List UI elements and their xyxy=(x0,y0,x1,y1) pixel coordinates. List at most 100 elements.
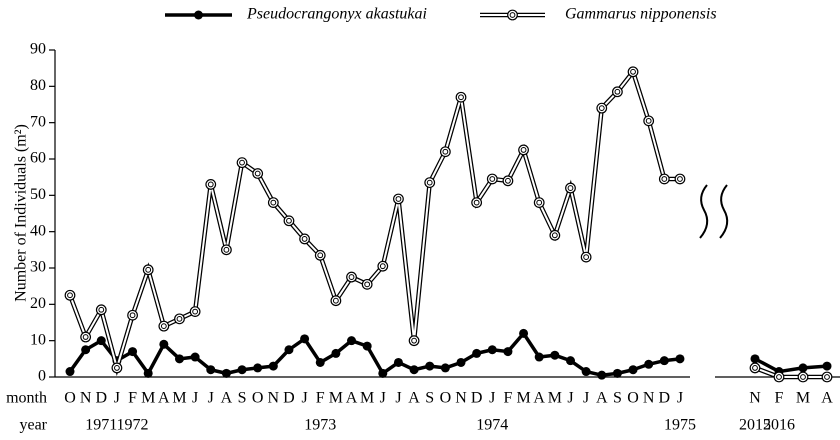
marker xyxy=(190,352,200,362)
x-tick-label: J xyxy=(208,390,214,407)
marker xyxy=(581,367,591,377)
marker xyxy=(96,336,106,346)
marker xyxy=(822,361,832,371)
marker xyxy=(503,347,513,357)
legend-marker xyxy=(194,10,203,20)
x-tick-label: M xyxy=(141,390,155,407)
marker-inner xyxy=(824,374,830,380)
month-row-label: month xyxy=(6,390,47,407)
year-label: 2015 xyxy=(739,417,771,434)
x-tick-label: J xyxy=(677,390,683,407)
x-tick-label: D xyxy=(283,390,295,407)
marker-inner xyxy=(379,263,386,270)
marker-inner xyxy=(348,274,355,280)
axis-break xyxy=(699,184,729,239)
marker xyxy=(597,370,607,380)
x-tick-label: M xyxy=(172,390,186,407)
x-tick-label: M xyxy=(360,390,374,407)
x-tick-label: N xyxy=(643,390,655,407)
y-tick-label: 30 xyxy=(30,259,46,276)
year-label: 1973 xyxy=(304,417,336,434)
series-line-inner xyxy=(69,69,680,372)
y-tick-label: 70 xyxy=(30,113,46,130)
break-mark xyxy=(699,184,709,239)
marker xyxy=(612,368,622,378)
marker-inner xyxy=(473,199,480,206)
marker-inner xyxy=(145,266,152,273)
marker xyxy=(128,347,138,357)
marker xyxy=(659,356,669,366)
marker xyxy=(174,354,184,364)
marker-inner xyxy=(223,246,230,253)
marker-inner xyxy=(301,236,308,242)
marker-inner xyxy=(317,252,324,259)
x-tick-label: O xyxy=(64,390,76,407)
x-tick-label: N xyxy=(80,390,92,407)
x-tick-label: O xyxy=(627,390,639,407)
marker-inner xyxy=(411,337,417,344)
x-tick-label: D xyxy=(659,390,671,407)
x-tick-label: A xyxy=(158,390,170,407)
marker xyxy=(534,352,544,362)
y-tick-label: 20 xyxy=(30,295,46,312)
legend-label: Pseudocrangonyx akastukai xyxy=(246,6,427,23)
marker xyxy=(472,348,482,358)
x-tick-label: A xyxy=(533,390,545,407)
marker xyxy=(550,350,560,360)
marker-inner xyxy=(661,176,668,182)
x-tick-label: S xyxy=(238,390,247,407)
marker-inner xyxy=(254,170,261,177)
y-tick-label: 90 xyxy=(30,41,46,58)
marker-inner xyxy=(129,312,136,319)
x-tick-label: M xyxy=(796,390,810,407)
x-tick-label: J xyxy=(114,390,120,407)
marker xyxy=(425,361,435,371)
marker-inner xyxy=(598,105,605,112)
marker-inner xyxy=(630,68,636,75)
marker xyxy=(237,365,247,375)
marker-inner xyxy=(776,374,782,380)
x-tick-label: O xyxy=(252,390,264,407)
marker-inner xyxy=(677,176,683,182)
marker-inner xyxy=(82,334,89,340)
marker xyxy=(81,345,91,355)
x-tick-label: F xyxy=(316,390,325,407)
marker-inner xyxy=(207,181,214,188)
x-tick-label: S xyxy=(425,390,434,407)
series-line-inner xyxy=(754,366,827,378)
legend-label: Gammarus nipponensis xyxy=(565,6,717,23)
year-label: 1975 xyxy=(664,417,696,434)
x-tick-label: J xyxy=(301,390,307,407)
y-axis-label: Number of Individuals (m²) xyxy=(13,124,30,302)
marker-inner xyxy=(286,217,292,224)
marker xyxy=(644,359,654,369)
x-tick-label: A xyxy=(821,390,833,407)
x-tick-label: M xyxy=(329,390,343,407)
marker xyxy=(65,367,75,377)
y-tick-label: 50 xyxy=(30,186,46,203)
year-label: 1974 xyxy=(476,417,508,434)
x-tick-label: J xyxy=(567,390,573,407)
marker-inner xyxy=(176,315,183,322)
x-tick-label: A xyxy=(596,390,608,407)
marker-inner xyxy=(583,254,590,261)
marker-inner xyxy=(752,365,758,371)
marker-inner xyxy=(160,323,167,330)
x-tick-label: J xyxy=(583,390,589,407)
x-tick-label: J xyxy=(380,390,386,407)
x-tick-label: A xyxy=(408,390,420,407)
x-tick-label: N xyxy=(455,390,467,407)
x-tick-label: N xyxy=(749,390,761,407)
break-mark xyxy=(719,184,729,239)
x-tick-label: M xyxy=(516,390,530,407)
marker xyxy=(300,334,310,344)
x-tick-label: F xyxy=(775,390,784,407)
series-line xyxy=(68,331,681,377)
marker xyxy=(440,363,450,373)
marker xyxy=(487,345,497,355)
marker xyxy=(750,354,760,364)
x-tick-label: A xyxy=(221,390,233,407)
marker xyxy=(331,348,341,358)
marker xyxy=(347,336,357,346)
marker-inner xyxy=(67,292,73,299)
